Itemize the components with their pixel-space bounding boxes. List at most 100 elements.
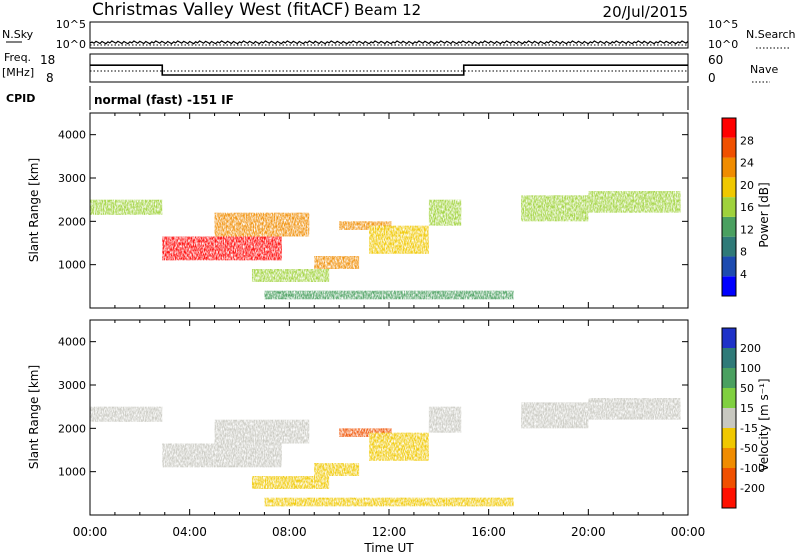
colorbar-tick-label: -200: [740, 482, 765, 495]
range-tick-label: 3000: [58, 172, 86, 185]
colorbar-swatch: [722, 488, 736, 508]
nsearch-label: N.Search: [746, 28, 796, 41]
colorbar-tick-label: 16: [740, 201, 754, 214]
frequency-line: [90, 64, 688, 76]
time-tick-label: 00:00: [671, 525, 706, 539]
power-echo-region: [588, 191, 681, 213]
nsky-scale-bottom: 10^0: [56, 38, 86, 51]
nave-label: Nave: [750, 63, 778, 76]
colorbar-tick-label: 12: [740, 223, 754, 236]
velocity-colorbar-label: Velocity [m s⁻¹]: [757, 378, 771, 471]
velocity-echo-region: [90, 406, 163, 422]
power-echo-region: [428, 199, 462, 226]
colorbar-swatch: [722, 236, 736, 257]
power-echo-region: [339, 221, 392, 230]
velocity-echo-region: [251, 476, 330, 489]
colorbar-swatch: [722, 348, 736, 368]
power-echo-region: [521, 195, 589, 222]
colorbar-swatch: [722, 216, 736, 237]
range-tick-label: 2000: [58, 215, 86, 228]
nave-tick-bottom: 0: [708, 71, 716, 85]
power-colorbar-label: Power [dB]: [757, 182, 771, 247]
time-axis-label: Time UT: [363, 541, 414, 554]
power-echo-region: [214, 212, 310, 237]
power-colorbar: 28 24 20 16 12 8 4: [721, 117, 754, 297]
nsearch-scale-top: 10^5: [708, 18, 738, 31]
velocity-echo-region: [588, 398, 681, 420]
range-tick-label: 1000: [58, 259, 86, 272]
nsky-trace: [89, 40, 689, 46]
velocity-echo-region: [339, 428, 392, 437]
colorbar-tick-label: 100: [740, 362, 761, 375]
colorbar-tick-label: 200: [740, 342, 761, 355]
colorbar-tick-label: -100: [740, 462, 765, 475]
freq-unit: [MHz]: [2, 66, 34, 79]
colorbar-swatch: [722, 368, 736, 388]
colorbar-swatch: [722, 468, 736, 488]
velocity-echo-region: [264, 497, 514, 507]
freq-tick-bottom: 8: [46, 71, 54, 85]
velocity-echo-region: [428, 406, 462, 433]
range-tick-label: 4000: [58, 129, 86, 142]
colorbar-swatch: [722, 276, 736, 296]
time-tick-label: 16:00: [471, 525, 506, 539]
colorbar-tick-label: 28: [740, 134, 754, 147]
beam-label: Beam 12: [354, 1, 421, 19]
freq-label: Freq.: [4, 51, 31, 64]
power-echo-region: [162, 236, 282, 261]
nsky-panel: [89, 21, 689, 49]
range-tick-label: 3000: [58, 379, 86, 392]
colorbar-swatch: [722, 448, 736, 468]
power-echo-region: [90, 199, 163, 215]
colorbar-swatch: [722, 177, 736, 198]
power-axes: 1000 2000 3000 4000: [58, 113, 689, 308]
velocity-ylabel: Slant Range [km]: [27, 365, 41, 469]
time-tick-labels: 00:00 04:00 08:00 12:00 16:00 20:00 00:00: [73, 525, 706, 539]
velocity-echo-region: [521, 402, 589, 429]
nsky-scale-top: 10^5: [56, 18, 86, 31]
time-tick-label: 12:00: [372, 525, 407, 539]
cpid-label: CPID: [6, 92, 35, 105]
time-tick-label: 20:00: [571, 525, 606, 539]
power-echoes: [90, 191, 681, 300]
colorbar-swatch: [722, 157, 736, 178]
velocity-echoes: [90, 398, 681, 507]
velocity-axes: 1000 2000 3000 4000: [58, 320, 689, 515]
colorbar-swatch: [722, 256, 736, 277]
colorbar-tick-label: 8: [740, 246, 747, 259]
colorbar-swatch: [722, 428, 736, 448]
colorbar-swatch: [722, 328, 736, 348]
range-tick-label: 2000: [58, 422, 86, 435]
range-tick-label: 1000: [58, 466, 86, 479]
cpid-value: normal (fast) -151 IF: [94, 93, 234, 107]
nave-tick-top: 60: [708, 53, 723, 67]
colorbar-tick-label: 20: [740, 179, 754, 192]
date-label: 20/Jul/2015: [603, 3, 688, 21]
velocity-colorbar: 200 100 50 15 -15 -50 -100 -200: [721, 327, 765, 509]
time-tick-label: 08:00: [272, 525, 307, 539]
nsky-label: N.Sky: [2, 28, 34, 41]
nsky-line: [89, 40, 689, 45]
frequency-trace: [90, 64, 688, 76]
velocity-echo-region: [162, 443, 282, 468]
time-tick-label: 00:00: [73, 525, 108, 539]
colorbar-tick-label: 24: [740, 157, 754, 170]
power-echo-region: [369, 225, 429, 254]
colorbar-swatch: [722, 197, 736, 217]
colorbar-tick-label: -50: [740, 442, 758, 455]
freq-panel: [89, 53, 689, 83]
colorbar-tick-label: 4: [740, 268, 747, 281]
colorbar-tick-label: 50: [740, 382, 754, 395]
colorbar-frame: [721, 117, 737, 297]
nsearch-scale-bottom: 10^0: [708, 38, 738, 51]
colorbar-tick-label: 15: [740, 402, 754, 415]
colorbar-swatch: [722, 137, 736, 158]
power-echo-region: [251, 269, 330, 282]
time-tick-label: 04:00: [172, 525, 207, 539]
power-ylabel: Slant Range [km]: [27, 158, 41, 262]
power-echo-region: [314, 256, 360, 269]
colorbar-swatch: [722, 118, 736, 138]
colorbar-frame: [721, 327, 737, 509]
